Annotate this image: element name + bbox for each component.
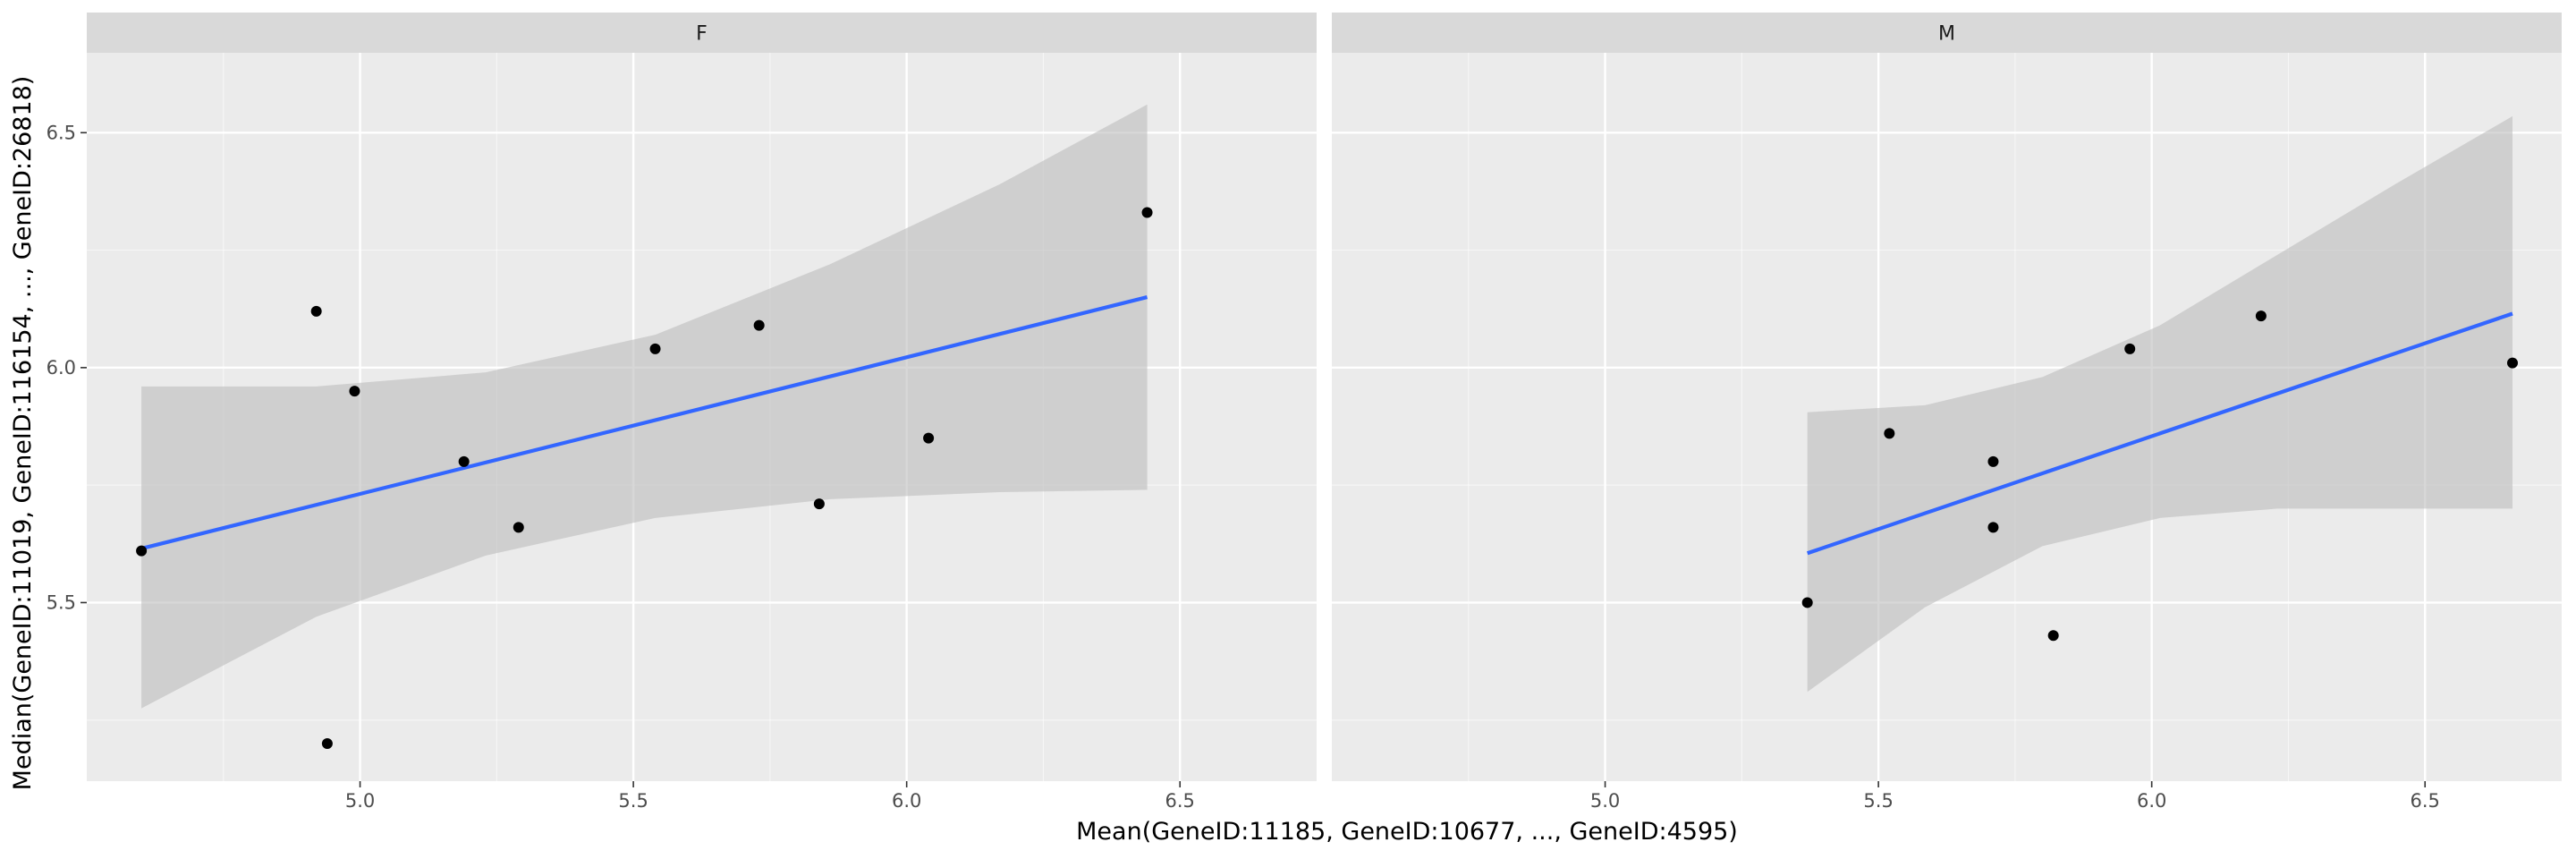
- data-point: [1801, 597, 1813, 608]
- data-point: [321, 737, 333, 749]
- data-point: [513, 522, 524, 533]
- data-point: [136, 545, 148, 557]
- data-points: [136, 207, 1153, 749]
- x-axis-ticks: 5.0 5.5 6.0 6.5: [1590, 781, 2440, 812]
- y-tick-label: 6.0: [47, 357, 76, 378]
- data-point: [310, 305, 322, 317]
- facet-strip-label: F: [696, 23, 708, 46]
- regression-line: [1806, 311, 2513, 556]
- facet-panel-f: F 5.0 5.5 6.0 6.5: [87, 13, 1317, 812]
- data-point: [2047, 630, 2059, 642]
- x-tick-label: 6.5: [1165, 790, 1195, 812]
- x-tick-label: 6.0: [892, 790, 921, 812]
- facet-panel-m: M 5.0 5.5 6.0 6.5: [1332, 13, 2562, 812]
- x-tick-label: 6.0: [2137, 790, 2166, 812]
- confidence-band: [1807, 115, 2512, 693]
- data-point: [649, 343, 661, 354]
- data-point: [2507, 357, 2518, 369]
- x-tick-label: 6.5: [2411, 790, 2440, 812]
- y-tick-label: 6.5: [47, 122, 76, 143]
- confidence-band: [141, 104, 1148, 709]
- y-tick-label: 5.5: [47, 591, 76, 613]
- data-points: [1801, 310, 2518, 642]
- x-tick-label: 5.0: [345, 790, 375, 812]
- data-point: [1884, 428, 1895, 439]
- y-axis-title: Median(GeneID:11019, GeneID:116154, ...,…: [9, 76, 37, 791]
- panels-layer: F 5.0 5.5 6.0 6.5 M 5.0 5.5 6.0 6.5: [87, 13, 2562, 812]
- y-axis-ticks: 5.5 6.0 6.5: [47, 122, 87, 613]
- facet-strip: [1332, 13, 2562, 53]
- data-point: [458, 455, 470, 467]
- data-point: [349, 386, 360, 397]
- data-point: [923, 432, 935, 444]
- x-tick-label: 5.5: [618, 790, 648, 812]
- facet-strip: [87, 13, 1317, 53]
- x-axis-title: Mean(GeneID:11185, GeneID:10677, ..., Ge…: [1076, 818, 1738, 846]
- data-point: [1987, 455, 1999, 467]
- data-point: [753, 319, 765, 331]
- facet-strip-label: M: [1938, 23, 1955, 46]
- x-tick-label: 5.0: [1590, 790, 1620, 812]
- data-point: [813, 498, 825, 510]
- x-tick-label: 5.5: [1863, 790, 1893, 812]
- x-axis-ticks: 5.0 5.5 6.0 6.5: [345, 781, 1195, 812]
- data-point: [2255, 310, 2267, 322]
- regression-line: [140, 295, 1148, 551]
- data-point: [1141, 207, 1153, 218]
- data-point: [1987, 522, 1999, 533]
- data-point: [2124, 343, 2136, 354]
